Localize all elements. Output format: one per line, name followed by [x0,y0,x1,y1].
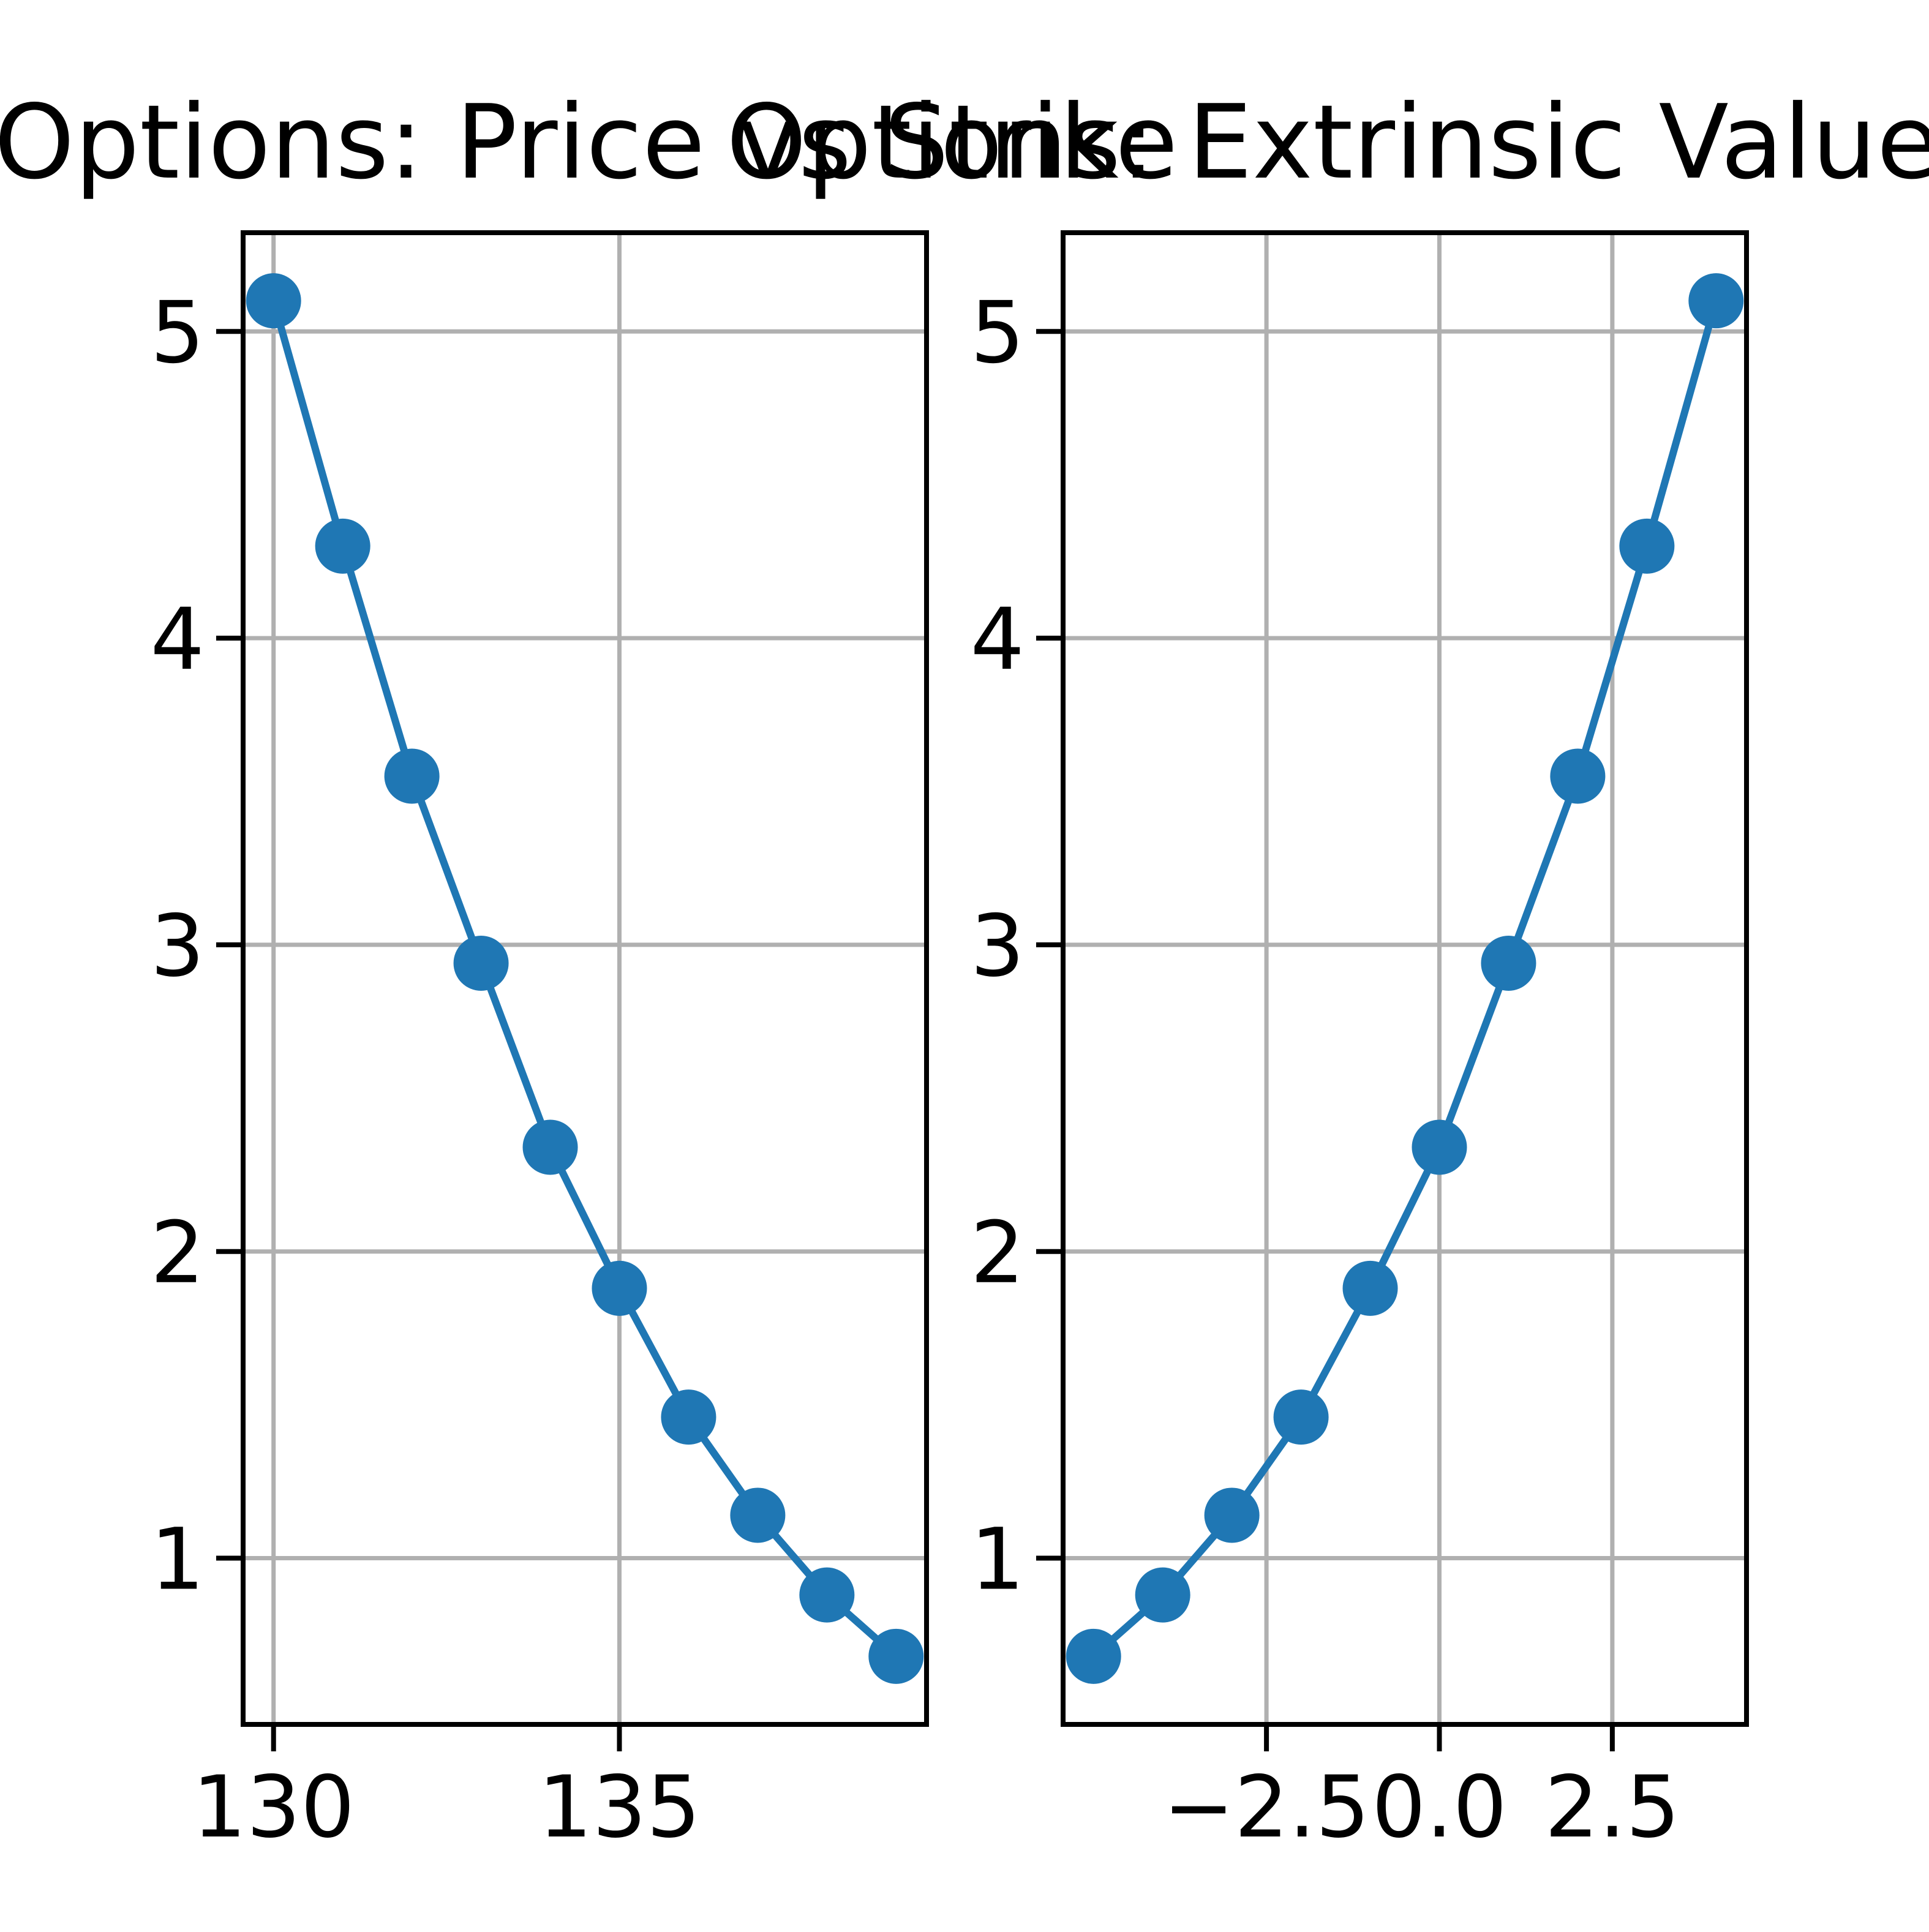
data-point [1342,1260,1398,1316]
chart-title: Options: Price vs Strike [0,83,1178,202]
x-tick-label: −2.5 [1163,1757,1370,1857]
data-point [315,518,370,574]
data-point [1066,1628,1121,1684]
data-point [1619,518,1675,574]
x-tick-label: 2.5 [1544,1757,1680,1857]
data-point [730,1487,786,1543]
y-tick-label: 3 [971,896,1025,996]
x-tick-label: 0.0 [1372,1757,1507,1857]
x-tick-label: 135 [538,1757,701,1857]
subplot-2: Options: Extrinsic Value vs −2.50.0 2.5 1 2 3… [726,83,1929,1857]
y-tick-label: 3 [151,896,205,996]
data-point [1273,1389,1329,1445]
data-point [453,935,509,991]
data-point [592,1260,647,1316]
data-point [246,273,301,329]
y-tick-label: 4 [971,590,1025,689]
data-point [1550,748,1606,804]
data-point [661,1389,716,1445]
data-point [384,748,440,804]
data-point [1481,935,1536,991]
data-point [522,1119,578,1175]
chart-title: Options: Extrinsic Value vs [726,83,1929,202]
data-point [1412,1119,1467,1175]
data-point [1135,1567,1190,1623]
x-tick-label: 130 [192,1757,355,1857]
series-line [1091,299,1720,1659]
y-tick-label: 4 [151,590,205,689]
y-tick-label: 2 [151,1203,205,1302]
axes-frame [1061,230,1749,1727]
data-point [1204,1487,1260,1543]
series-line [269,299,899,1659]
data-point [799,1567,855,1623]
data-point [1688,273,1744,329]
y-tick-label: 2 [971,1203,1025,1302]
data-point [868,1628,924,1684]
axes-frame [241,230,929,1727]
y-tick-label: 5 [151,283,205,382]
y-tick-label: 1 [971,1510,1025,1609]
y-tick-label: 5 [971,283,1025,382]
y-tick-label: 1 [151,1510,205,1609]
